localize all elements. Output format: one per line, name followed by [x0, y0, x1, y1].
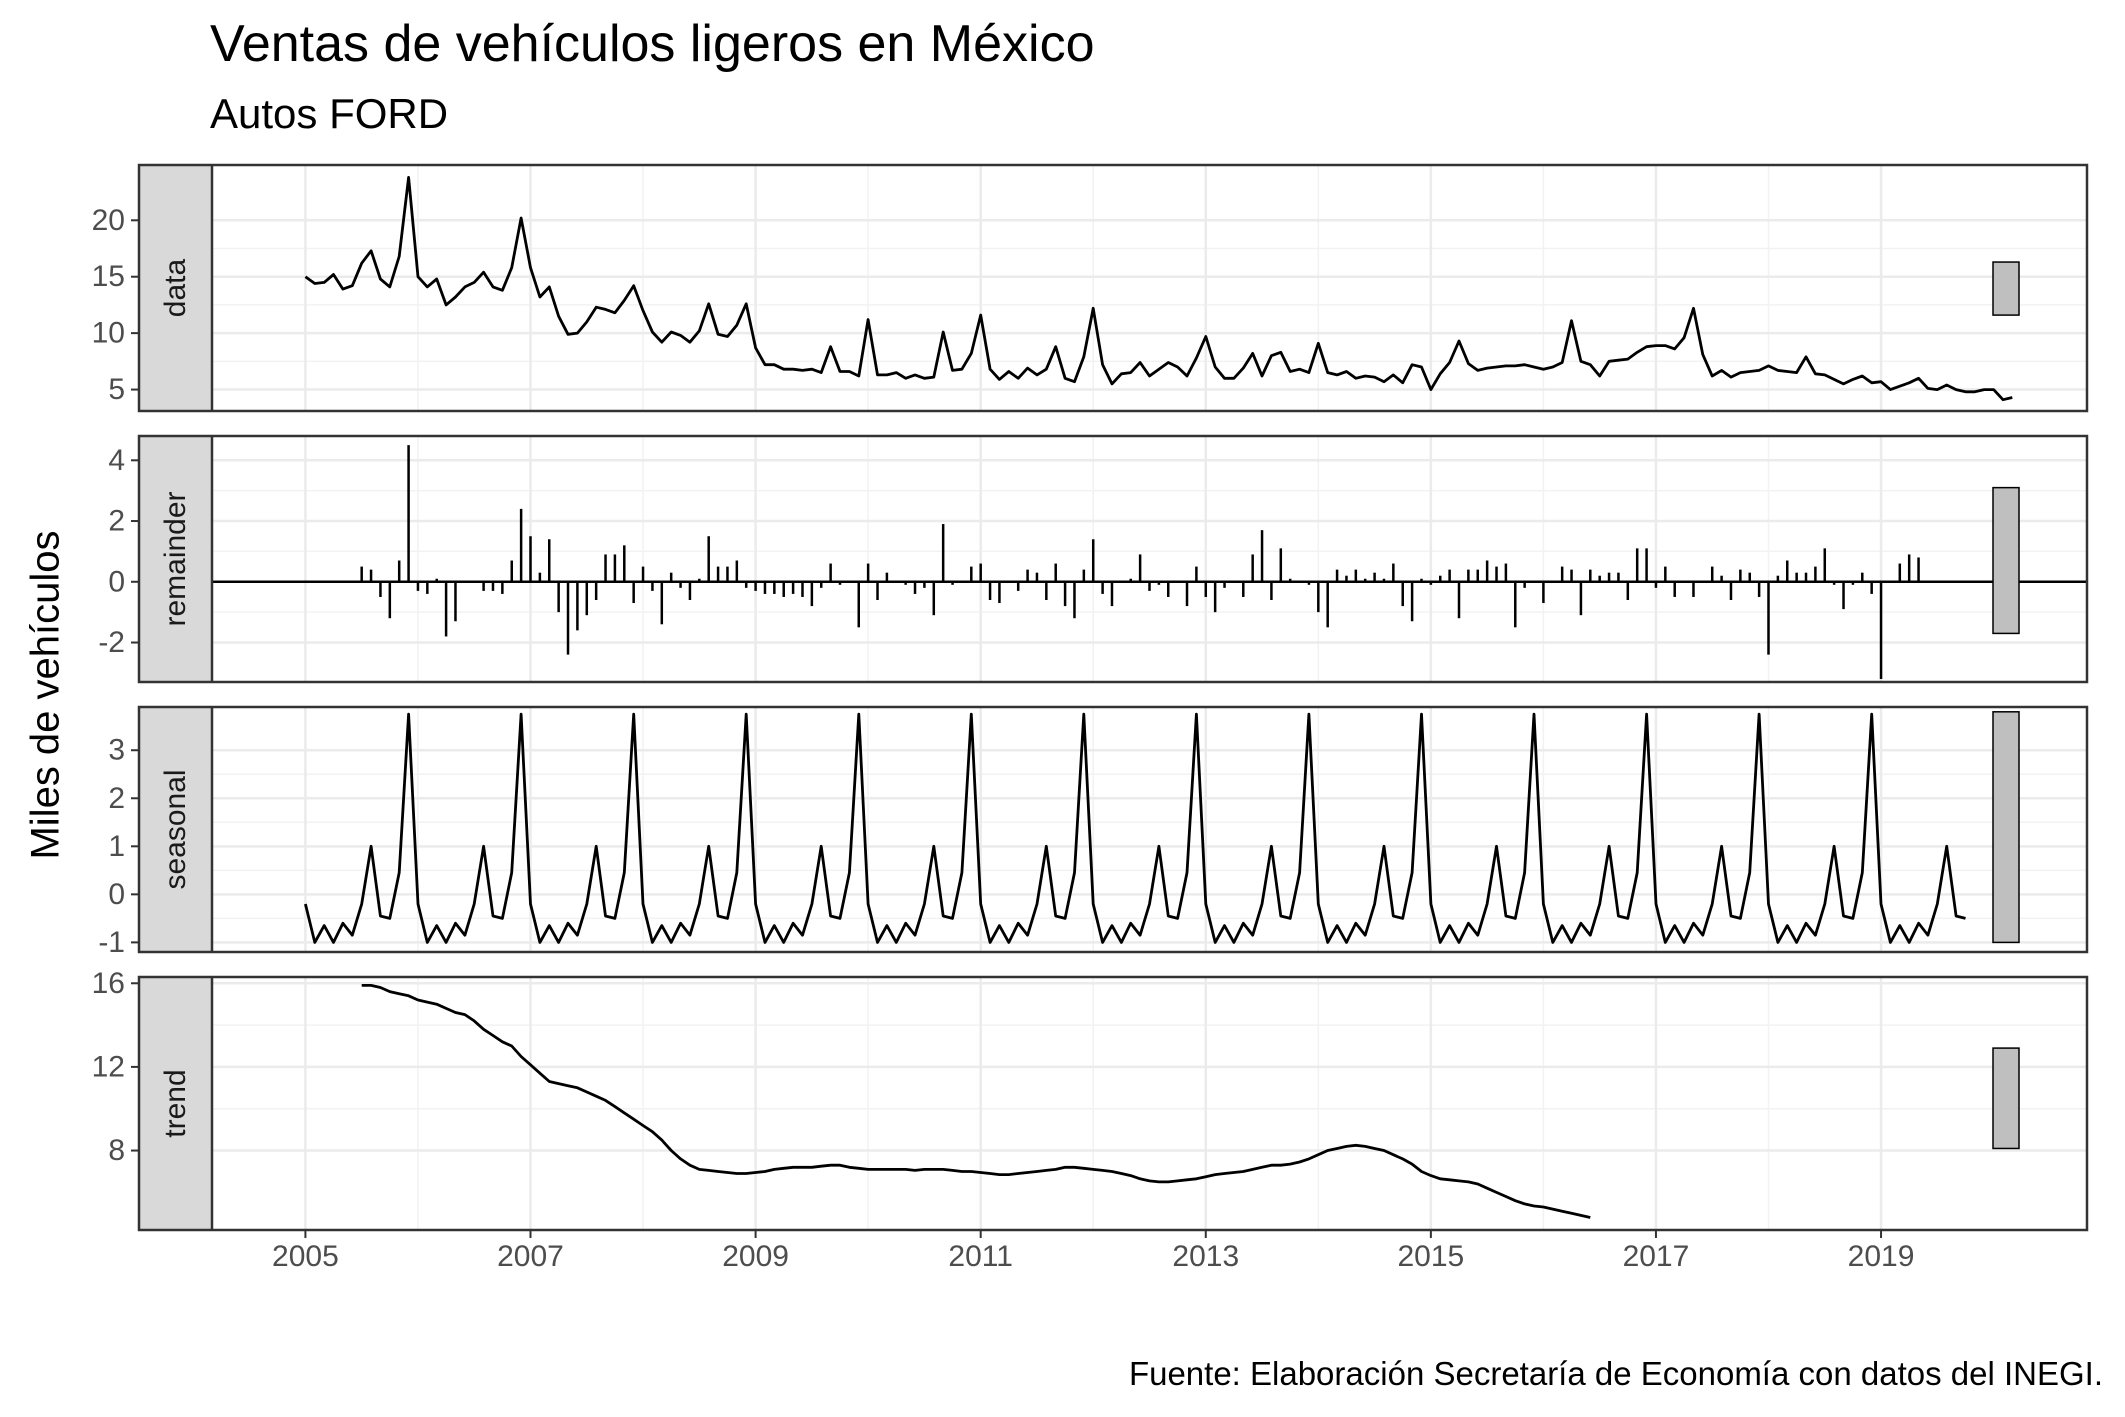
- y-tick-label: 1: [108, 830, 125, 863]
- seasonal-series-line: [304, 712, 1966, 944]
- x-tick-label: 2015: [1397, 1240, 1464, 1273]
- y-tick-label: -1: [98, 926, 125, 959]
- trend-series-line: [361, 984, 1591, 1219]
- y-tick-label: 8: [108, 1134, 125, 1167]
- panel-background: [212, 436, 2087, 682]
- y-tick-label: 2: [108, 782, 125, 815]
- x-tick-label: 2017: [1623, 1240, 1690, 1273]
- y-tick-label: 20: [92, 204, 125, 237]
- panel-data: data 5 10 15 20: [92, 163, 2089, 413]
- panel-background: [212, 707, 2087, 952]
- y-tick-label: 16: [92, 967, 125, 1000]
- x-tick-label: 2005: [272, 1240, 339, 1273]
- facet-strip: [138, 976, 213, 1231]
- panel-border: [137, 975, 2089, 1232]
- y-tick-label: 3: [108, 734, 125, 767]
- panel-border: [137, 705, 2089, 954]
- x-tick-label: 2013: [1172, 1240, 1239, 1273]
- y-tick-label: 0: [108, 565, 125, 598]
- range-bar: [1992, 261, 2020, 316]
- y-tick-label: 12: [92, 1050, 125, 1083]
- facet-strip: [138, 435, 213, 683]
- x-tick-label: 2009: [722, 1240, 789, 1273]
- chart-title: Ventas de vehículos ligeros en México: [210, 15, 1095, 73]
- panel-background: [212, 977, 2087, 1230]
- panel-border: [137, 163, 2089, 413]
- y-tick-label: 4: [108, 444, 125, 477]
- range-bar: [1992, 1047, 2020, 1150]
- y-tick-label: 2: [108, 505, 125, 538]
- facet-strip-label: data: [159, 258, 192, 317]
- y-tick-label: 10: [92, 317, 125, 350]
- panel-trend: trend 8 12 16: [92, 967, 2089, 1232]
- y-tick-label: -2: [98, 626, 125, 659]
- x-tick-label: 2019: [1848, 1240, 1915, 1273]
- y-tick-label: 0: [108, 878, 125, 911]
- chart-caption: Fuente: Elaboración Secretaría de Econom…: [1128, 1355, 2103, 1392]
- panel-seasonal: seasonal -1 0 1 2 3: [98, 705, 2089, 959]
- facet-strip: [138, 706, 213, 953]
- range-bar: [1992, 486, 2020, 635]
- chart-subtitle: Autos FORD: [210, 90, 449, 137]
- y-tick-label: 15: [92, 260, 125, 293]
- range-bar: [1992, 711, 2020, 944]
- facet-strip-label: seasonal: [159, 769, 192, 889]
- facet-strip-label: trend: [159, 1069, 192, 1137]
- y-tick-label: 5: [108, 373, 125, 406]
- panel-remainder: remainder -2 0 2 4: [98, 434, 2089, 684]
- facet-strip-label: remainder: [159, 491, 192, 626]
- panel-border: [137, 434, 2089, 684]
- data-series-line: [304, 175, 2013, 402]
- x-tick-label: 2007: [497, 1240, 564, 1273]
- x-tick-label: 2011: [948, 1240, 1013, 1273]
